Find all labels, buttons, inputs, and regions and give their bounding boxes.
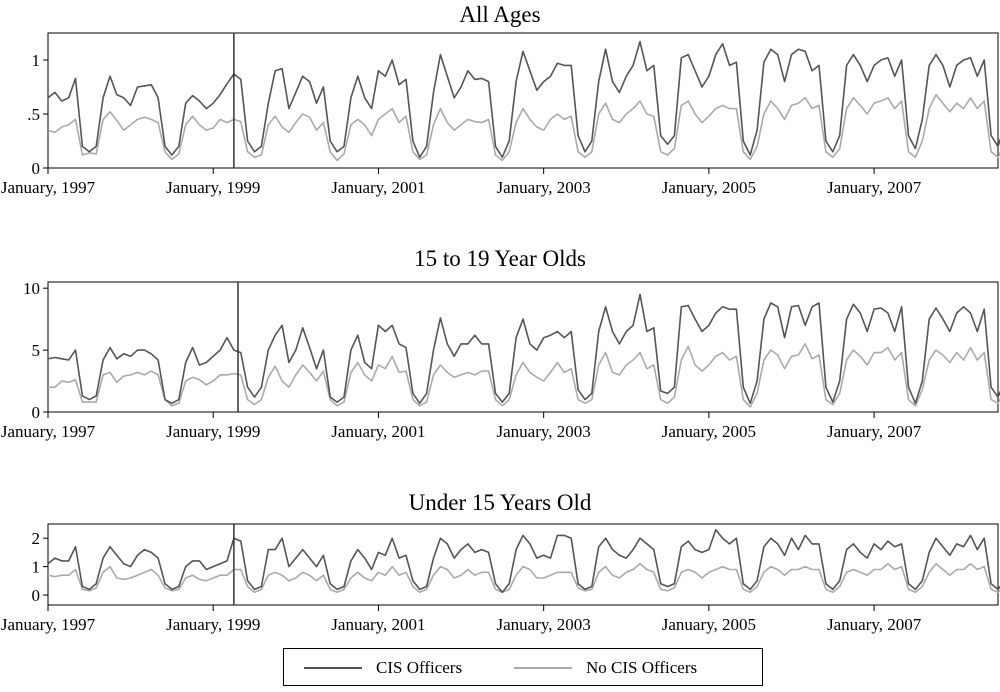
y-tick-label-0-1: .5 [27, 105, 40, 124]
y-tick-label-2-2: 2 [32, 529, 41, 548]
x-tick-label-2-2: January, 2001 [331, 615, 425, 634]
legend-label-cis: CIS Officers [376, 658, 463, 677]
series-line-1-1 [48, 343, 1000, 408]
x-tick-label-0-4: January, 2005 [662, 178, 756, 197]
x-tick-label-1-0: January, 1997 [1, 422, 96, 441]
x-tick-label-1-4: January, 2005 [662, 422, 756, 441]
legend-label-no-cis: No CIS Officers [586, 658, 698, 677]
plot-frame-2 [47, 523, 999, 606]
x-tick-label-2-3: January, 2003 [497, 615, 591, 634]
y-tick-label-1-0: 0 [32, 403, 41, 422]
panel-title-all-ages: All Ages [459, 2, 541, 27]
x-tick-label-1-5: January, 2007 [827, 422, 922, 441]
legend-swatch-cis [304, 667, 362, 669]
legend-swatch-no-cis [514, 667, 572, 669]
series-line-1-0 [47, 293, 1000, 405]
x-tick-label-1-1: January, 1999 [166, 422, 260, 441]
x-tick-label-0-0: January, 1997 [1, 178, 96, 197]
series-line-0-1 [47, 93, 1000, 162]
y-tick-label-0-2: 1 [32, 51, 41, 70]
x-tick-label-1-3: January, 2003 [497, 422, 591, 441]
legend-item-cis: CIS Officers [304, 658, 462, 678]
x-tick-label-0-1: January, 1999 [166, 178, 260, 197]
x-tick-label-2-4: January, 2005 [662, 615, 756, 634]
plot-frame-1 [47, 281, 999, 413]
x-tick-label-1-2: January, 2001 [331, 422, 425, 441]
legend: CIS Officers No CIS Officers [283, 648, 763, 686]
x-tick-label-0-5: January, 2007 [827, 178, 922, 197]
y-tick-label-1-2: 10 [23, 279, 40, 298]
series-line-2-1 [47, 562, 1000, 594]
x-tick-label-0-3: January, 2003 [497, 178, 591, 197]
series-line-0-0 [47, 40, 1000, 158]
panel-title-15-to-19: 15 to 19 Year Olds [414, 246, 586, 271]
y-tick-label-2-1: 1 [32, 558, 41, 577]
y-tick-label-1-1: 5 [32, 341, 41, 360]
y-tick-label-0-0: 0 [32, 159, 41, 178]
x-tick-label-2-0: January, 1997 [1, 615, 96, 634]
x-tick-label-2-1: January, 1999 [166, 615, 260, 634]
x-tick-label-2-5: January, 2007 [827, 615, 922, 634]
series-line-2-0 [47, 528, 1000, 594]
plot-frame-0 [47, 32, 999, 169]
legend-item-no-cis: No CIS Officers [514, 658, 697, 678]
y-tick-label-2-0: 0 [32, 586, 41, 605]
panel-title-under-15: Under 15 Years Old [408, 490, 592, 515]
x-tick-label-0-2: January, 2001 [331, 178, 425, 197]
